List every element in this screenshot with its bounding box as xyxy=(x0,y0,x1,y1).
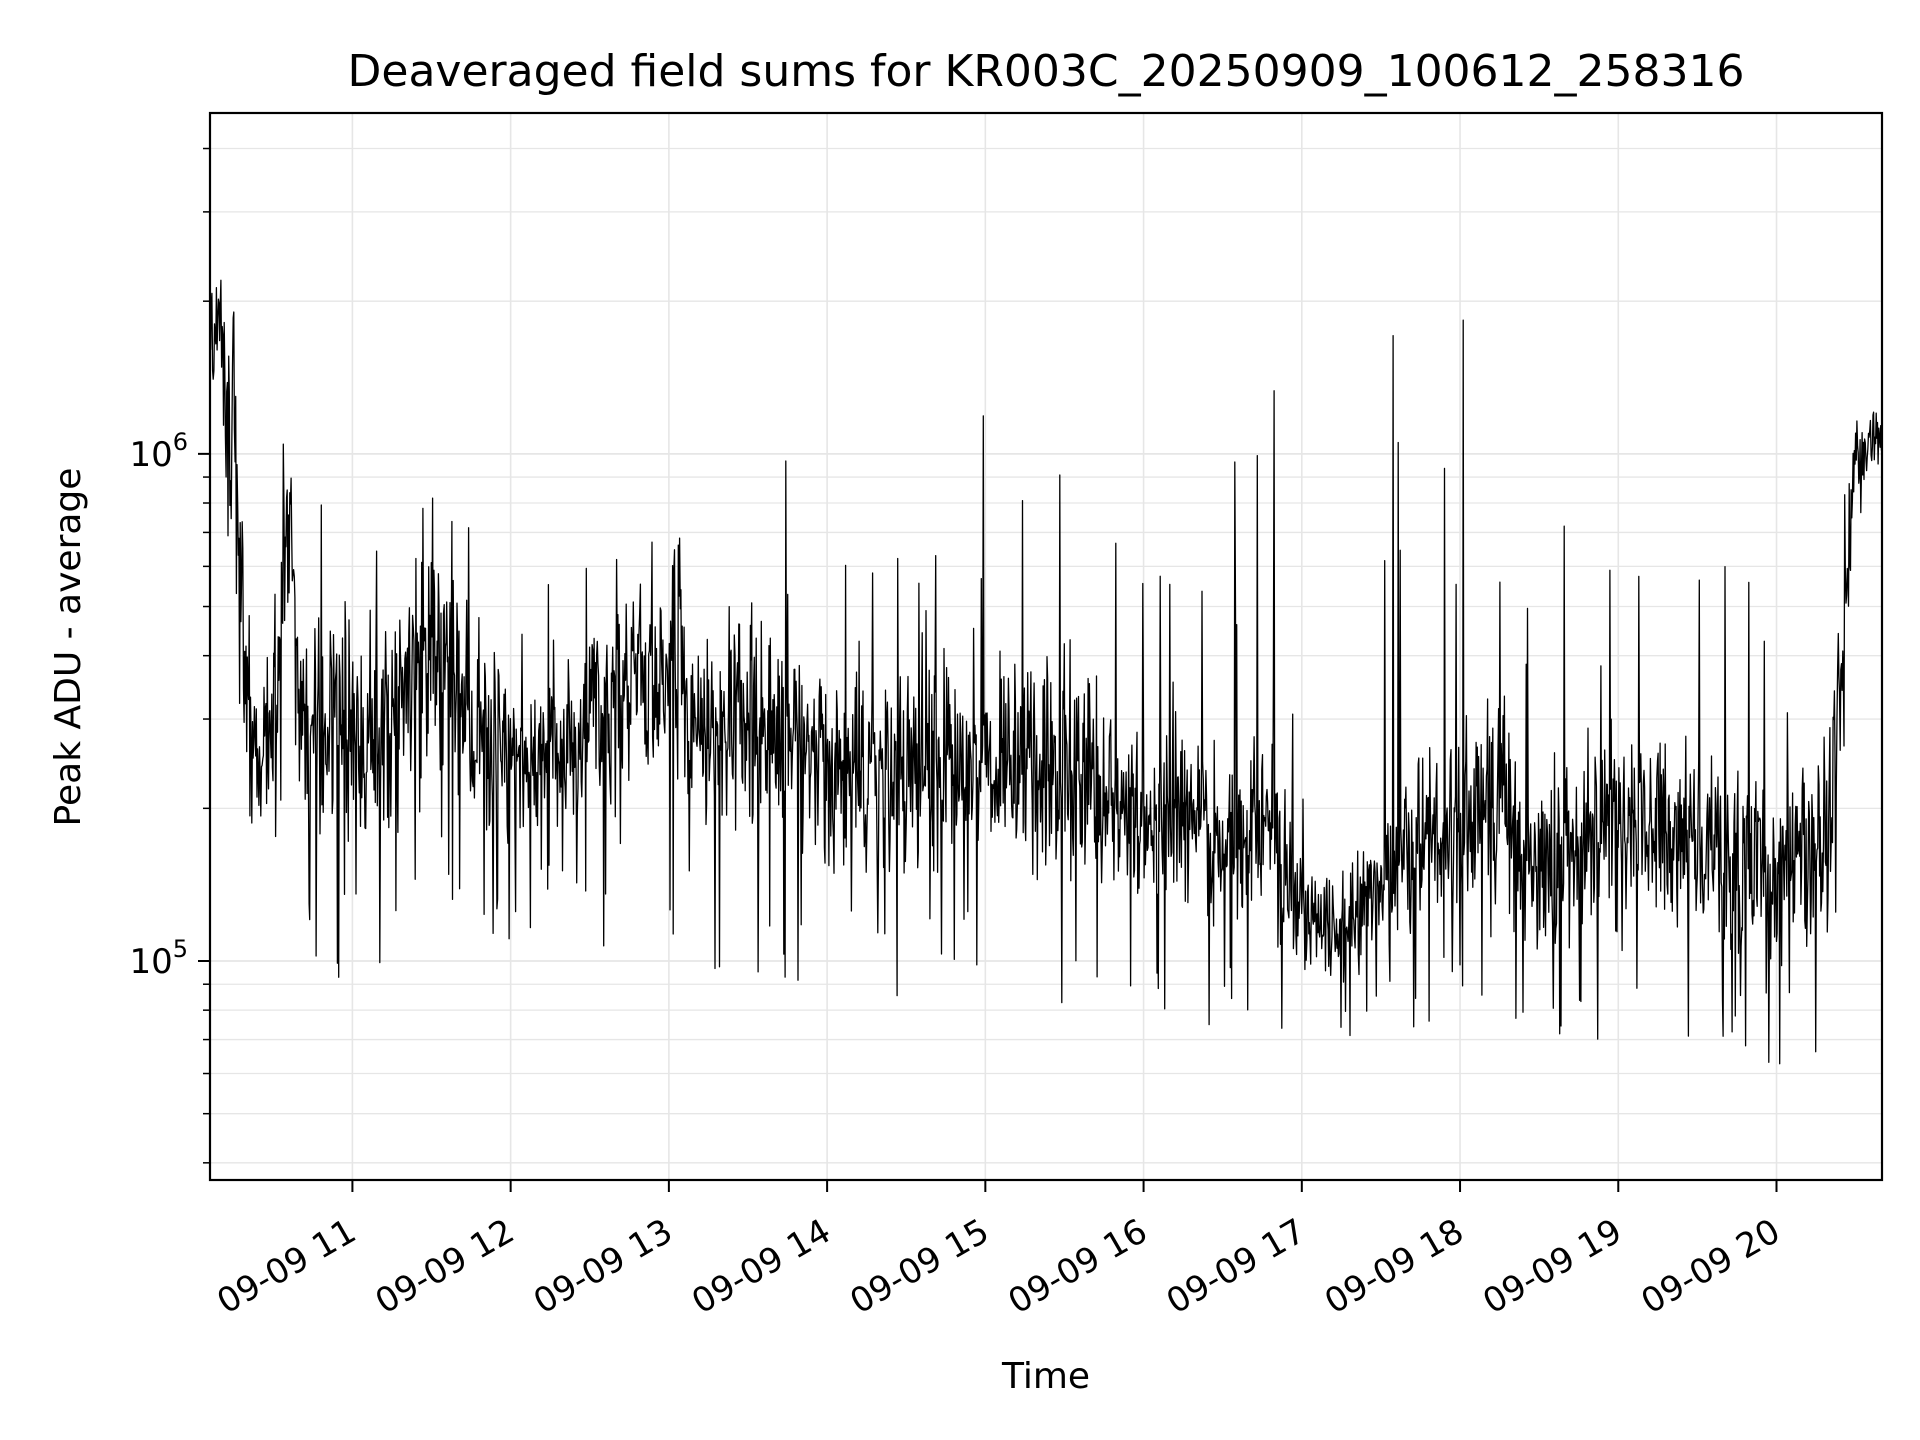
y-tick-label: 105 xyxy=(129,935,188,982)
chart-title: Deaveraged field sums for KR003C_2025090… xyxy=(348,46,1745,97)
y-tick-label: 106 xyxy=(129,428,188,475)
y-axis: 105 106 xyxy=(129,147,210,1164)
series-line xyxy=(209,279,1883,1065)
x-axis-label: Time xyxy=(1001,1356,1090,1397)
grid-lines xyxy=(210,113,1882,1180)
plot-area xyxy=(208,111,1884,1182)
y-axis-label: Peak ADU - average xyxy=(48,468,89,827)
